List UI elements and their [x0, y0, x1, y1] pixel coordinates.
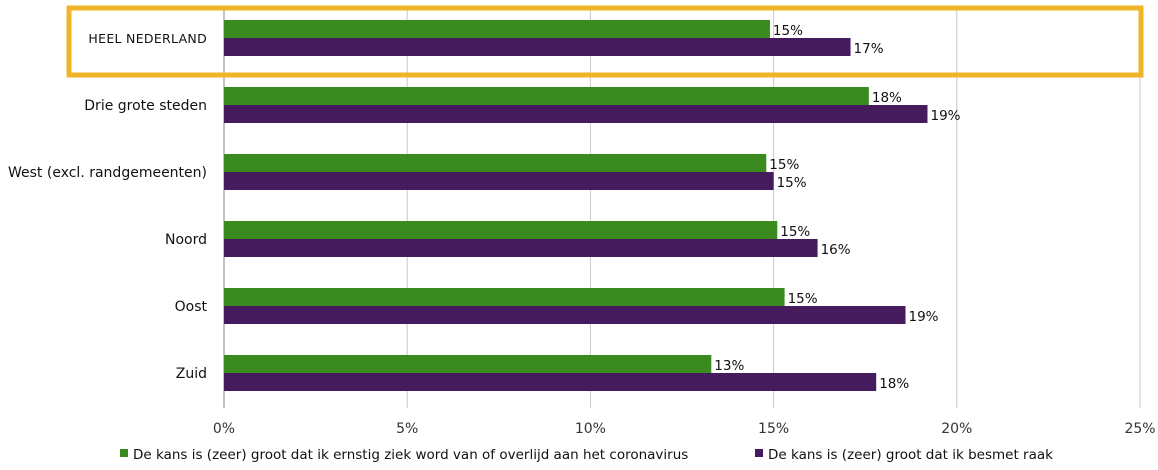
legend-label: De kans is (zeer) groot dat ik ernstig z…	[133, 447, 688, 463]
data-label: 19%	[909, 309, 939, 325]
x-tick-label: 25%	[1124, 421, 1155, 437]
data-label: 18%	[879, 376, 909, 392]
category-label: West (excl. randgemeenten)	[8, 165, 207, 181]
x-tick-label: 15%	[758, 421, 789, 437]
data-label: 19%	[930, 108, 960, 124]
legend-swatch	[120, 449, 128, 457]
x-tick-label: 10%	[575, 421, 606, 437]
data-label: 15%	[788, 291, 818, 307]
x-tick-label: 20%	[941, 421, 972, 437]
data-label: 15%	[780, 224, 810, 240]
bar-ziek-overlijd	[224, 288, 785, 306]
bar-besmet	[224, 306, 906, 324]
bar-ziek-overlijd	[224, 154, 767, 172]
bar-ziek-overlijd	[224, 20, 770, 38]
bar-ziek-overlijd	[224, 87, 869, 105]
data-label: 15%	[777, 175, 807, 191]
bar-besmet	[224, 373, 877, 391]
highlight-box	[66, 5, 1144, 78]
data-label: 15%	[773, 23, 803, 39]
bar-besmet	[224, 38, 851, 56]
legend-label: De kans is (zeer) groot dat ik besmet ra…	[768, 447, 1053, 463]
bar-besmet	[224, 172, 774, 190]
data-label: 17%	[854, 41, 884, 57]
legend-swatch	[755, 449, 763, 457]
category-label: Oost	[175, 299, 208, 315]
category-label: Drie grote steden	[84, 98, 207, 114]
x-tick-label: 5%	[396, 421, 418, 437]
category-label: HEEL NEDERLAND	[88, 31, 207, 46]
bar-besmet	[224, 239, 818, 257]
category-label: Noord	[165, 232, 207, 248]
bar-ziek-overlijd	[224, 221, 778, 239]
data-label: 13%	[714, 358, 744, 374]
x-tick-label: 0%	[213, 421, 235, 437]
bar-ziek-overlijd	[224, 355, 712, 373]
data-label: 15%	[769, 157, 799, 173]
data-label: 16%	[821, 242, 851, 258]
category-label: Zuid	[176, 366, 207, 382]
data-label: 18%	[872, 90, 902, 106]
bar-besmet	[224, 105, 928, 123]
